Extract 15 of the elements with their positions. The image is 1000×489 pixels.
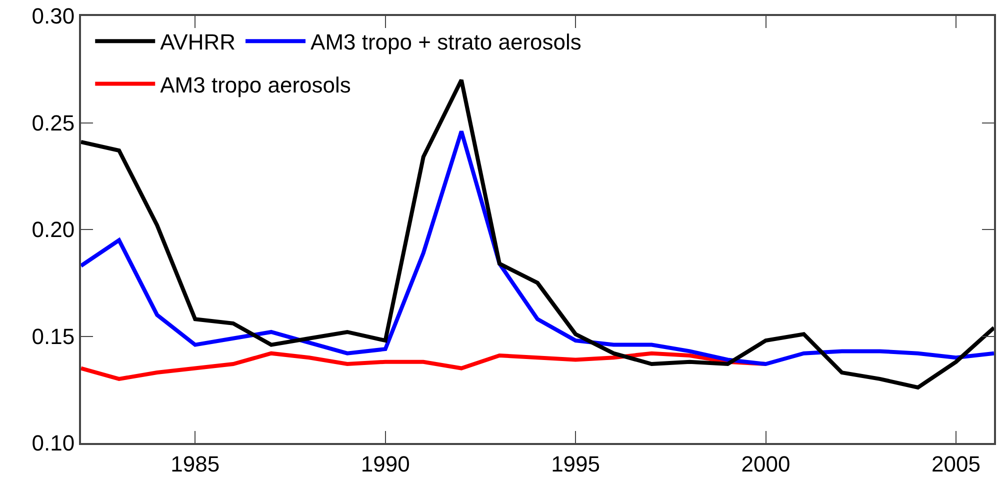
y-tick-label: 0.30	[32, 4, 75, 29]
line-series	[81, 78, 994, 390]
y-tick-label: 0.20	[32, 217, 75, 242]
y-tick-label: 0.15	[32, 324, 75, 349]
x-tick-label: 1990	[360, 451, 410, 476]
line-series	[81, 129, 994, 366]
legend-label: AVHRR	[160, 30, 236, 55]
x-tick-label: 2000	[741, 451, 790, 476]
legend-label: AM3 tropo aerosols	[160, 72, 351, 98]
legend-label: AM3 tropo + strato aerosols	[310, 30, 582, 55]
x-tick-label: 2005	[931, 451, 980, 476]
y-tick-label: 0.10	[32, 430, 75, 456]
x-tick-label: 1985	[170, 451, 220, 476]
y-tick-label: 0.25	[32, 110, 75, 136]
x-tick-label: 1995	[551, 451, 600, 476]
